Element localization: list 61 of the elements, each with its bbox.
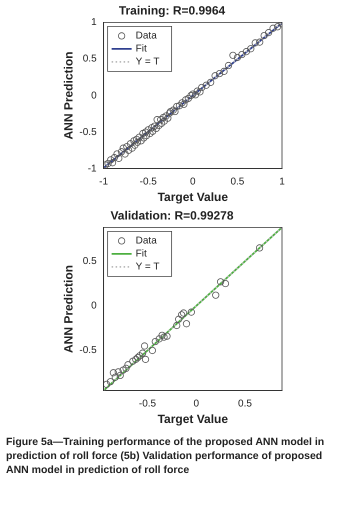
y-axis-title: ANN Prediction	[62, 264, 76, 354]
point	[216, 278, 224, 286]
point	[104, 380, 110, 388]
point	[175, 316, 182, 323]
point	[110, 369, 117, 376]
legend-label: Fit	[136, 44, 147, 55]
point	[112, 374, 119, 381]
x-tick-label: 0	[193, 398, 200, 410]
point	[124, 361, 132, 368]
x-axis-title: Target Value	[158, 190, 228, 204]
y-tick-label: 0.5	[82, 54, 98, 65]
caption: Figure 5a—Training performance of the proposed ANN model in prediction of roll force (5b) Validation performance of proposed ANN model in prediction of roll force	[6, 435, 326, 478]
y-tick-label: 0	[91, 90, 98, 102]
y-axis-title: ANN Prediction	[62, 51, 76, 140]
point	[173, 322, 180, 330]
legend-label: Y = T	[136, 56, 160, 68]
chart-title: Validation: R=0.99278	[110, 208, 234, 223]
legend-label: Data	[136, 236, 158, 247]
point	[163, 332, 171, 340]
x-tick-label: -1	[99, 176, 109, 188]
point	[212, 292, 220, 299]
point	[152, 338, 159, 346]
point	[158, 332, 166, 339]
x-tick-label: -0.5	[138, 398, 157, 410]
point	[156, 335, 163, 342]
x-tick-label: 0	[190, 176, 196, 188]
point	[136, 352, 144, 360]
x-tick-label: -0.5	[140, 176, 158, 188]
legend-label: Y = T	[136, 262, 160, 273]
legend-label: Data	[136, 30, 158, 42]
point	[142, 356, 150, 363]
point	[182, 320, 190, 328]
y-tick-label: 0.5	[82, 256, 98, 268]
point	[178, 311, 186, 318]
y-tick-label: -0.5	[79, 126, 98, 138]
point	[256, 244, 264, 252]
point	[222, 280, 230, 288]
point	[106, 378, 114, 386]
point	[116, 372, 124, 380]
y-tick-label: 0	[91, 300, 98, 312]
legend-label: Fit	[136, 248, 147, 260]
point	[134, 354, 142, 362]
point	[114, 368, 122, 376]
x-tick-label: 0.5	[238, 398, 252, 410]
chart-title: Training: R=0.9964	[118, 4, 226, 18]
y-tick-label: 1	[91, 17, 98, 28]
point	[139, 350, 146, 357]
point	[148, 346, 156, 354]
point	[160, 333, 168, 341]
point	[140, 342, 148, 350]
x-tick-label: 0.5	[230, 176, 245, 188]
point	[132, 356, 140, 363]
point	[129, 358, 136, 365]
x-axis-title: Target Value	[158, 412, 228, 426]
x-tick-label: 1	[279, 176, 286, 188]
point	[188, 308, 195, 316]
point	[122, 364, 130, 372]
point	[180, 309, 188, 317]
y-tick-label: -0.5	[79, 345, 98, 356]
y-tick-label: -1	[88, 163, 98, 174]
point	[120, 366, 127, 374]
